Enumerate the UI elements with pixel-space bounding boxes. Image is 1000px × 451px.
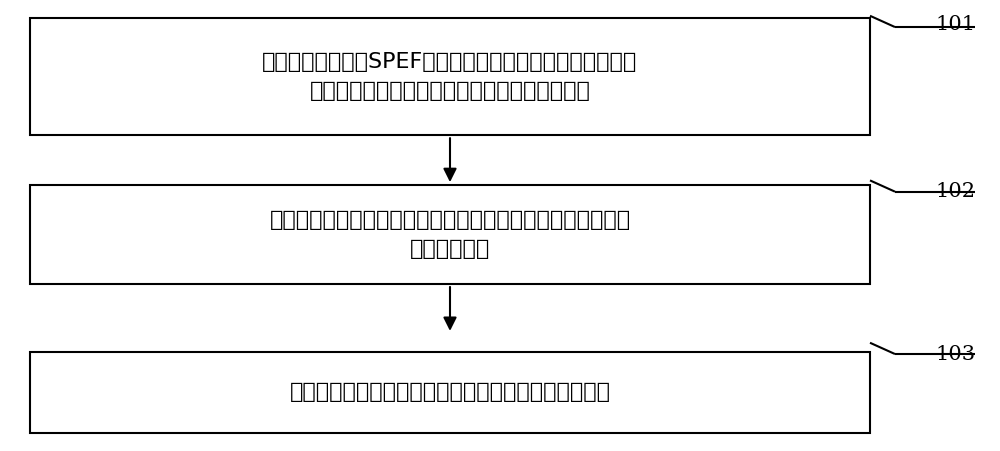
Text: 启动多线程，根据SPEF文件的分支结构，并行将文件分为基
本属性定义部分和参数文件体部分的多个数据块: 启动多线程，根据SPEF文件的分支结构，并行将文件分为基 本属性定义部分和参数文… [262,52,638,101]
FancyBboxPatch shape [30,18,870,135]
Text: 101: 101 [935,15,975,34]
Text: 启动多线程，并行读取每个数据块建立和分析时序图所需要的
寄生参数数据: 启动多线程，并行读取每个数据块建立和分析时序图所需要的 寄生参数数据 [269,210,631,259]
Text: 启动多个进程，并行对每个数据块进行耦合电容的合并: 启动多个进程，并行对每个数据块进行耦合电容的合并 [289,382,610,402]
FancyBboxPatch shape [30,352,870,433]
Text: 102: 102 [935,182,975,201]
FancyBboxPatch shape [30,185,870,284]
Text: 103: 103 [935,345,975,364]
